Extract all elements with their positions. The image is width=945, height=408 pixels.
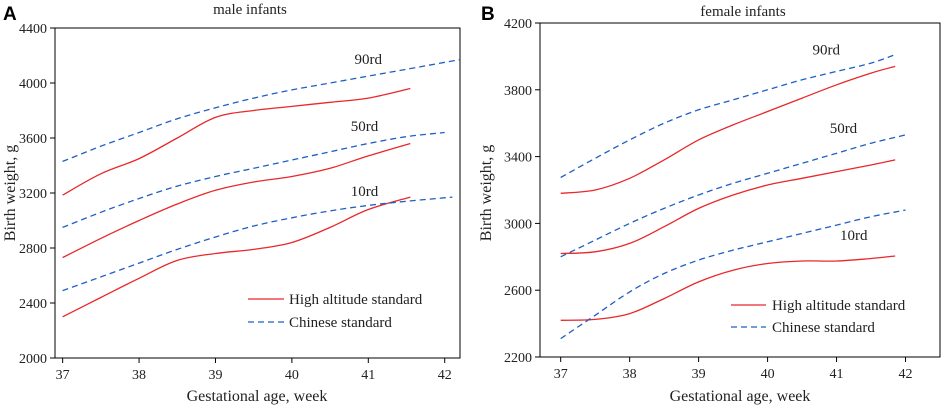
series-lines [62, 58, 461, 318]
panel-letter: B [481, 4, 495, 25]
x-tick-label: 41 [830, 367, 844, 382]
percentile-label: 10rd [351, 184, 379, 200]
y-tick-label: 3800 [504, 84, 532, 99]
y-tick-label: 4200 [504, 17, 532, 32]
legend-entry-label: High altitude standard [772, 298, 906, 314]
legend-entry-label: High altitude standard [289, 292, 423, 308]
x-tick-label: 37 [554, 367, 568, 382]
percentile-label: 50rd [351, 119, 379, 135]
percentile-label: 90rd [355, 52, 383, 68]
series-line [560, 159, 896, 255]
y-tick-label: 3200 [19, 187, 47, 202]
series-line [560, 134, 906, 258]
y-tick-label: 4400 [19, 22, 47, 37]
chart-title: male infants [213, 2, 287, 18]
percentile-label: 10rd [840, 228, 868, 244]
x-tick-label: 39 [692, 367, 706, 382]
x-tick-label: 42 [899, 367, 913, 382]
y-tick-label: 4000 [19, 77, 47, 92]
panel-b-female-infants: B female infants 37 38 39 40 41 42 2200 2600 300… [478, 4, 941, 405]
y-tick-label: 2400 [19, 297, 47, 312]
x-tick-label: 42 [438, 368, 452, 383]
panel-letter: A [3, 4, 17, 25]
axis-ticks: 37 38 39 40 41 42 2000 2400 2800 3200 3600 4000 4400 [19, 22, 452, 383]
y-tick-label: 2800 [19, 242, 47, 257]
x-axis-label: Gestational age, week [670, 388, 811, 405]
y-tick-label: 2000 [19, 352, 47, 367]
legend: High altitude standard Chinese standard [248, 292, 423, 331]
plot-frame [54, 27, 461, 359]
series-lines [560, 54, 906, 340]
plot-frame [539, 22, 941, 358]
series-line [62, 131, 445, 229]
y-axis-label: Birth weight, g [478, 145, 495, 241]
percentile-label: 90rd [812, 43, 840, 59]
panel-a-male-infants: A male infants 37 38 39 40 41 422000240028003… [2, 2, 461, 405]
x-tick-label: 39 [208, 368, 222, 383]
curve-labels: 90rd 50rd 10rd [812, 43, 868, 244]
x-axis-label: Gestational age, week [187, 388, 328, 405]
series-line [62, 196, 411, 318]
series-line [62, 87, 411, 196]
series-line [560, 65, 896, 194]
x-tick-label: 38 [623, 367, 637, 382]
series-line [560, 209, 906, 340]
percentile-label: 50rd [830, 121, 858, 137]
y-tick-label: 3600 [19, 132, 47, 147]
x-tick-label: 37 [56, 368, 70, 383]
legend-entry-label: Chinese standard [772, 320, 875, 336]
y-tick-label: 3000 [504, 217, 532, 232]
curve-labels: 90rd 50rd 10rd [351, 52, 383, 200]
legend: High altitude standard Chinese standard [731, 298, 906, 336]
series-line [560, 54, 896, 179]
x-tick-label: 40 [761, 367, 775, 382]
y-axis-label: Birth weight, g [2, 145, 19, 241]
y-tick-label: 3400 [504, 151, 532, 166]
y-tick-label: 2200 [504, 351, 532, 366]
axis-ticks: 37 38 39 40 41 42 2200 2600 3000 3400 3800 4200 [504, 17, 913, 382]
legend-entry-label: Chinese standard [289, 315, 392, 331]
chart-title: female infants [700, 4, 786, 20]
x-tick-label: 40 [285, 368, 299, 383]
series-line [62, 142, 411, 259]
series-line [560, 255, 896, 321]
y-tick-label: 2600 [504, 284, 532, 299]
x-tick-label: 38 [132, 368, 146, 383]
x-tick-label: 41 [361, 368, 375, 383]
series-line [62, 196, 453, 292]
series-line [62, 58, 461, 163]
